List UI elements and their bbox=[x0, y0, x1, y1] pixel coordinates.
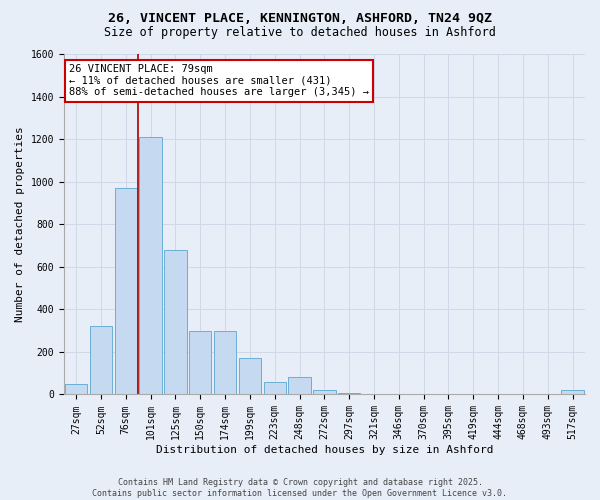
Bar bbox=[139, 137, 162, 394]
Text: 26, VINCENT PLACE, KENNINGTON, ASHFORD, TN24 9QZ: 26, VINCENT PLACE, KENNINGTON, ASHFORD, … bbox=[108, 12, 492, 26]
Bar bbox=[164, 250, 187, 394]
Bar bbox=[263, 382, 286, 394]
X-axis label: Distribution of detached houses by size in Ashford: Distribution of detached houses by size … bbox=[155, 445, 493, 455]
Bar bbox=[65, 384, 88, 394]
Text: Size of property relative to detached houses in Ashford: Size of property relative to detached ho… bbox=[104, 26, 496, 39]
Bar bbox=[239, 358, 261, 394]
Bar bbox=[313, 390, 335, 394]
Bar bbox=[115, 188, 137, 394]
Bar bbox=[90, 326, 112, 394]
Bar bbox=[214, 330, 236, 394]
Bar bbox=[562, 390, 584, 394]
Y-axis label: Number of detached properties: Number of detached properties bbox=[15, 126, 25, 322]
Text: Contains HM Land Registry data © Crown copyright and database right 2025.
Contai: Contains HM Land Registry data © Crown c… bbox=[92, 478, 508, 498]
Bar bbox=[289, 378, 311, 394]
Text: 26 VINCENT PLACE: 79sqm
← 11% of detached houses are smaller (431)
88% of semi-d: 26 VINCENT PLACE: 79sqm ← 11% of detache… bbox=[69, 64, 369, 98]
Bar bbox=[189, 330, 211, 394]
